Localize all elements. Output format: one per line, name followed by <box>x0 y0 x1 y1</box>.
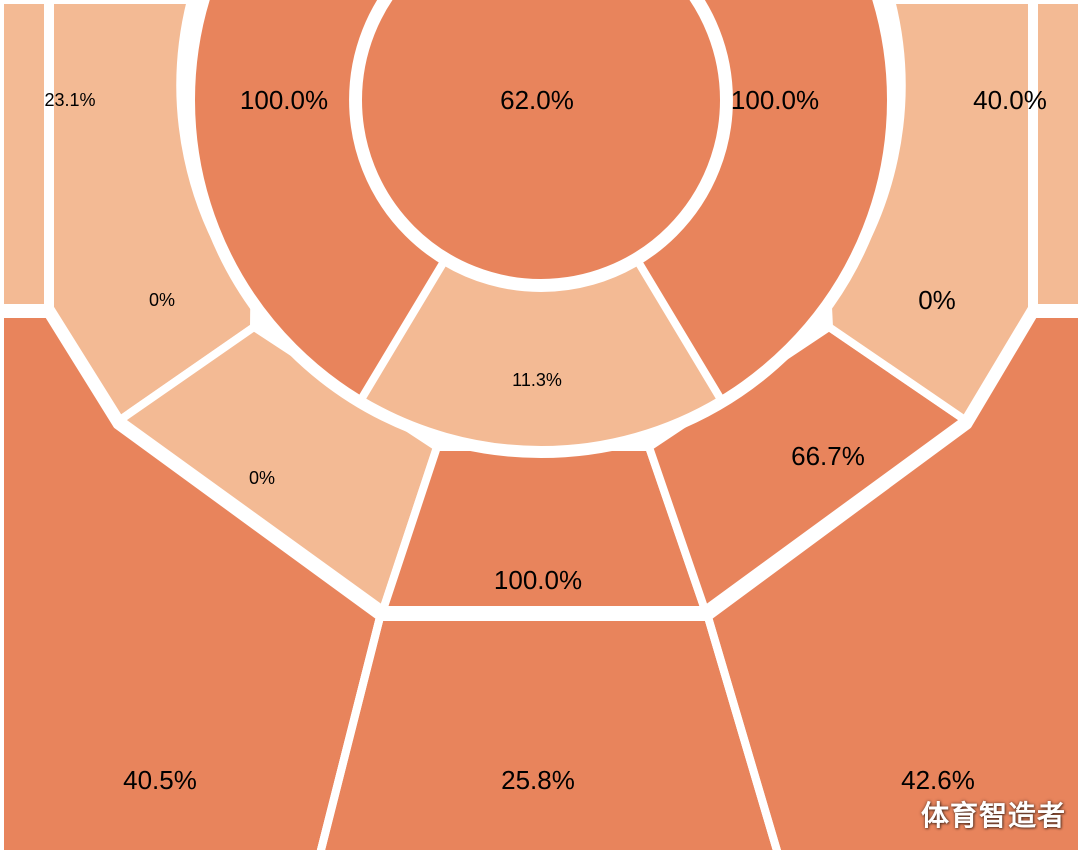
zone-corner-three-left <box>0 0 52 312</box>
zone-label-paint-right: 100.0% <box>731 85 819 115</box>
divider-line <box>316 616 384 854</box>
zone-label-paint-top: 11.3% <box>512 370 562 390</box>
zone-label-three-right-wing: 42.6% <box>901 765 975 795</box>
zone-label-three-top: 25.8% <box>501 765 575 795</box>
zone-label-three-left-wing: 40.5% <box>123 765 197 795</box>
zone-corner-three-right <box>1030 0 1082 312</box>
label-layer: 62.0% 100.0% 100.0% 11.3% 0% 0% 100.0% 66.7% 0% 2… <box>44 85 1046 795</box>
zone-three-top <box>316 613 782 854</box>
paint-rim <box>353 0 729 288</box>
zone-label-restricted-area: 62.0% <box>500 85 574 115</box>
zone-label-corner-three-right: 40.0% <box>973 85 1047 115</box>
divider-line <box>704 615 782 854</box>
watermark-text: 体育智造者 <box>920 799 1066 832</box>
zone-label-corner-three-left: 23.1% <box>44 90 95 110</box>
zone-label-midrange-left-wing: 0% <box>249 468 275 488</box>
zone-label-midrange-right-baseline: 0% <box>918 285 956 315</box>
midrange-rim <box>183 0 899 458</box>
zone-label-midrange-right-wing: 66.7% <box>791 441 865 471</box>
zone-label-midrange-top: 100.0% <box>494 565 582 595</box>
zone-label-paint-left: 100.0% <box>240 85 328 115</box>
zone-three-right-wing <box>704 310 1082 854</box>
zone-label-midrange-left-baseline: 0% <box>149 290 175 310</box>
